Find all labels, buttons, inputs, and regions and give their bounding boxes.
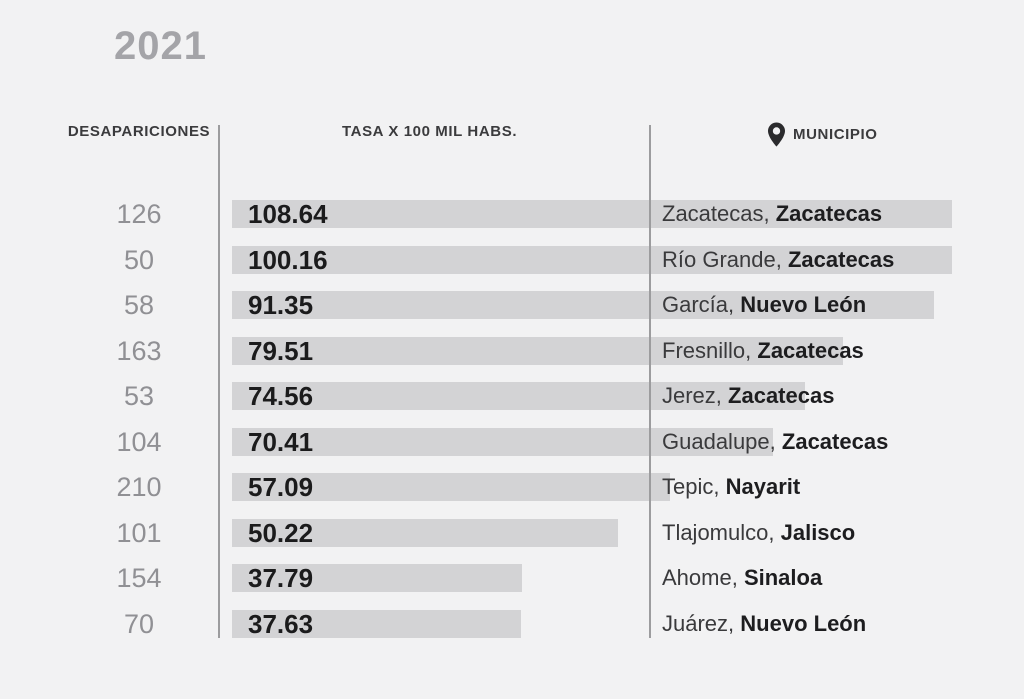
rate-bar: [232, 609, 521, 638]
rate-bar: [232, 564, 522, 592]
municipality-name: Tlajomulco: [662, 519, 769, 545]
table-row: 70 37.63 Juárez, Nuevo León: [0, 608, 1024, 639]
municipality-label: Tlajomulco, Jalisco: [662, 519, 855, 547]
disappearances-value: 210: [116, 472, 162, 502]
rate-bar: [232, 382, 805, 410]
municipality-label: Zacatecas, Zacatecas: [662, 200, 882, 228]
disappearances-value: 70: [123, 608, 155, 639]
municipality-label: Río Grande, Zacatecas: [662, 246, 894, 274]
municipality-separator: ,: [745, 337, 758, 363]
municipality-name: Fresnillo: [662, 337, 746, 363]
table-row: 210 57.09 Tepic, Nayarit: [0, 472, 1024, 502]
rate-bar: [232, 200, 952, 228]
column-header-rate: TASA X 100 MIL HABS.: [342, 123, 518, 140]
column-divider-right: [649, 125, 651, 638]
municipality-separator: ,: [728, 610, 741, 636]
municipality-name: Tepic: [662, 474, 714, 499]
state-name: Nuevo León: [740, 292, 867, 317]
chart-title: 2021: [114, 24, 207, 68]
rate-bar: [232, 427, 773, 456]
disappearances-value: 101: [116, 517, 162, 548]
state-name: Zacatecas: [757, 337, 864, 363]
state-name: Sinaloa: [743, 565, 823, 590]
state-name: Zacatecas: [787, 246, 895, 272]
municipality-name: García: [662, 292, 729, 317]
municipality-name: Guadalupe: [662, 428, 770, 454]
municipality-separator: ,: [728, 292, 741, 317]
state-name: Zacatecas: [728, 383, 835, 408]
municipality-label: Tepic, Nayarit: [662, 473, 800, 501]
disappearances-value: 154: [116, 563, 162, 593]
rate-bar: [232, 291, 934, 319]
rate-bar: [232, 473, 670, 501]
state-name: Nayarit: [725, 474, 801, 499]
municipality-label: Jerez, Zacatecas: [662, 382, 834, 410]
municipality-name: Río Grande: [662, 246, 776, 272]
rate-bar: [232, 518, 618, 547]
municipality-name: Ahome: [662, 565, 732, 590]
column-header-municipality: MUNICIPIO: [768, 122, 878, 147]
rate-value: 37.63: [248, 608, 314, 639]
disappearances-value: 53: [123, 381, 155, 411]
municipality-separator: ,: [731, 565, 744, 590]
municipality-separator: ,: [768, 519, 781, 545]
municipality-name: Juárez: [662, 610, 729, 636]
table-row: 104 70.41 Guadalupe, Zacatecas: [0, 426, 1024, 457]
table-row: 163 79.51 Fresnillo, Zacatecas: [0, 335, 1024, 366]
column-header-disappearances: DESAPARICIONES: [67, 123, 211, 140]
rate-value: 37.79: [248, 563, 314, 593]
table-row: 101 50.22 Tlajomulco, Jalisco: [0, 517, 1024, 548]
rate-value: 91.35: [248, 290, 314, 320]
rate-value: 70.41: [248, 426, 314, 457]
rate-value: 100.16: [248, 244, 328, 275]
disappearances-value: 104: [116, 426, 162, 457]
table-row: 53 74.56 Jerez, Zacatecas: [0, 381, 1024, 411]
municipality-name: Jerez: [662, 383, 716, 408]
municipality-separator: ,: [769, 428, 782, 454]
state-name: Zacatecas: [781, 428, 889, 454]
map-pin-icon: [768, 122, 785, 147]
rate-value: 108.64: [248, 199, 328, 229]
disappearances-value: 163: [116, 335, 162, 366]
rate-value: 57.09: [248, 472, 314, 502]
municipality-label: Juárez, Nuevo León: [662, 610, 866, 638]
municipality-label: García, Nuevo León: [662, 291, 866, 319]
state-name: Nuevo León: [740, 610, 867, 636]
disappearances-value: 58: [123, 290, 155, 320]
municipality-separator: ,: [775, 246, 788, 272]
municipality-separator: ,: [715, 383, 729, 408]
disappearances-value: 50: [123, 244, 155, 275]
municipality-label: Fresnillo, Zacatecas: [662, 337, 864, 365]
state-name: Zacatecas: [775, 201, 883, 226]
column-header-municipality-label: MUNICIPIO: [793, 125, 878, 143]
rate-bar: [232, 336, 843, 365]
municipality-name: Zacatecas: [662, 201, 764, 226]
table-row: 58 91.35 García, Nuevo León: [0, 290, 1024, 320]
rate-value: 74.56: [248, 381, 314, 411]
municipality-label: Ahome, Sinaloa: [662, 564, 822, 592]
state-name: Jalisco: [780, 519, 856, 545]
table-row: 126 108.64 Zacatecas, Zacatecas: [0, 199, 1024, 229]
table-row: 154 37.79 Ahome, Sinaloa: [0, 563, 1024, 593]
rate-value: 79.51: [248, 335, 314, 366]
table-row: 50 100.16 Río Grande, Zacatecas: [0, 244, 1024, 275]
municipality-separator: ,: [713, 474, 726, 499]
rate-bar: [232, 245, 952, 274]
rate-value: 50.22: [248, 517, 314, 548]
municipality-label: Guadalupe, Zacatecas: [662, 428, 888, 456]
disappearances-value: 126: [116, 199, 162, 229]
column-divider-left: [218, 125, 220, 638]
municipality-separator: ,: [763, 201, 776, 226]
